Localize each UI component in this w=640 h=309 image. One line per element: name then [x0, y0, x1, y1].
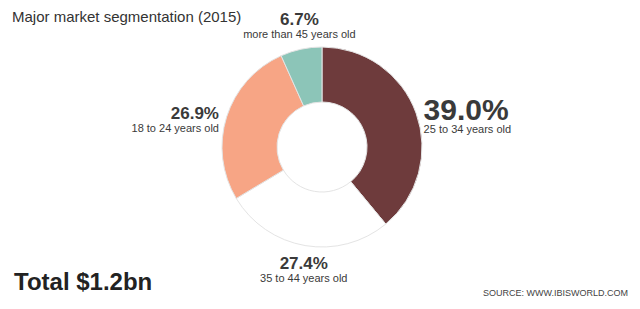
- html-text:Total $1.2bn: Total $1.2bn: [14, 268, 153, 295]
- svg-text:18 to 24 years old: 18 to 24 years old: [132, 122, 219, 134]
- svg-text:35 to 44 years old: 35 to 44 years old: [260, 272, 347, 284]
- html-text:Major market segmentation (201: Major market segmentation (2015): [12, 8, 242, 25]
- html-text:SOURCE: WWW.IBISWORLD.COM: SOURCE: WWW.IBISWORLD.COM: [483, 288, 628, 298]
- svg-text:26.9%: 26.9%: [171, 104, 219, 123]
- svg-text:25 to 34 years old: 25 to 34 years old: [424, 123, 511, 135]
- svg-text:more than 45 years old: more than 45 years old: [243, 28, 356, 40]
- svg-text:27.4%: 27.4%: [280, 254, 328, 273]
- svg-text:6.7%: 6.7%: [280, 10, 319, 29]
- svg-text:39.0%: 39.0%: [424, 93, 509, 126]
